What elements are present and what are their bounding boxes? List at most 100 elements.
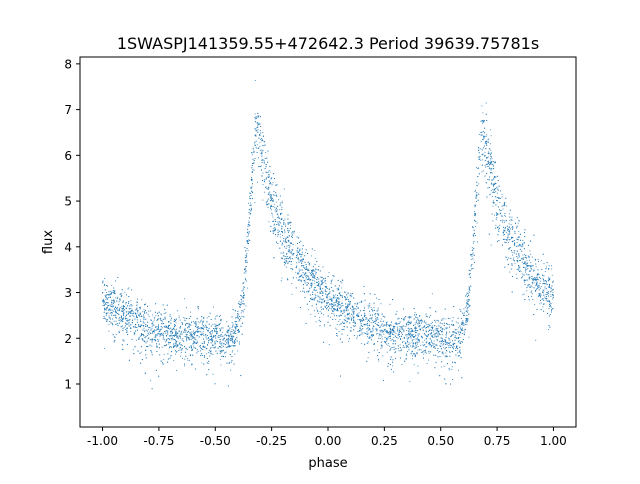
data-point bbox=[414, 324, 416, 326]
data-point bbox=[257, 131, 259, 133]
data-point bbox=[184, 298, 186, 300]
data-point bbox=[379, 331, 381, 333]
data-point bbox=[407, 330, 410, 332]
data-point bbox=[353, 313, 355, 315]
data-point bbox=[281, 243, 284, 245]
data-point bbox=[205, 325, 207, 327]
data-point bbox=[449, 347, 452, 349]
data-point bbox=[247, 235, 249, 237]
data-point bbox=[109, 318, 112, 320]
data-point bbox=[442, 328, 444, 330]
data-point bbox=[199, 350, 202, 352]
data-point bbox=[261, 144, 263, 146]
data-point bbox=[131, 310, 133, 312]
data-point bbox=[211, 346, 213, 348]
data-point bbox=[394, 331, 396, 333]
data-point bbox=[313, 280, 315, 282]
data-point bbox=[524, 283, 526, 286]
data-point bbox=[181, 331, 183, 333]
data-point bbox=[313, 270, 315, 272]
data-point bbox=[474, 225, 476, 228]
data-point bbox=[145, 342, 147, 344]
data-point bbox=[278, 199, 280, 201]
data-point bbox=[106, 294, 108, 296]
data-point bbox=[482, 139, 484, 141]
data-point bbox=[214, 341, 216, 343]
data-point bbox=[448, 346, 450, 348]
data-point bbox=[142, 311, 144, 313]
data-point bbox=[306, 282, 308, 284]
data-point bbox=[227, 339, 229, 341]
data-point bbox=[133, 315, 135, 317]
data-point bbox=[333, 294, 335, 296]
data-point bbox=[400, 350, 402, 352]
data-point bbox=[453, 361, 456, 363]
data-point bbox=[122, 309, 125, 311]
data-point bbox=[433, 340, 435, 342]
data-point bbox=[188, 325, 190, 327]
data-point bbox=[539, 303, 541, 305]
data-point bbox=[319, 316, 321, 318]
data-point bbox=[221, 331, 223, 334]
data-point bbox=[367, 333, 369, 335]
data-point bbox=[487, 156, 489, 158]
data-point bbox=[374, 293, 376, 295]
data-point bbox=[118, 318, 120, 320]
data-point bbox=[417, 322, 420, 324]
data-point bbox=[268, 221, 270, 223]
data-point bbox=[278, 217, 280, 219]
data-point bbox=[377, 340, 379, 342]
data-point bbox=[540, 302, 542, 304]
data-point bbox=[325, 286, 327, 288]
data-point bbox=[479, 158, 481, 160]
data-point bbox=[117, 309, 119, 311]
data-point bbox=[153, 317, 156, 319]
data-point bbox=[262, 199, 264, 201]
data-point bbox=[173, 359, 175, 362]
data-point bbox=[129, 305, 131, 307]
data-point bbox=[516, 259, 518, 261]
data-point bbox=[155, 315, 157, 317]
data-point bbox=[492, 183, 494, 185]
data-point bbox=[301, 269, 303, 271]
data-point bbox=[231, 331, 233, 333]
data-point bbox=[111, 301, 113, 303]
data-point bbox=[457, 352, 459, 354]
data-point bbox=[549, 291, 552, 293]
data-point bbox=[102, 304, 104, 307]
data-point bbox=[192, 330, 195, 332]
data-point bbox=[157, 327, 160, 329]
data-point bbox=[139, 313, 141, 315]
data-point bbox=[181, 322, 183, 324]
data-point bbox=[181, 323, 184, 325]
data-point bbox=[177, 310, 179, 312]
data-point bbox=[271, 214, 273, 216]
data-point bbox=[220, 364, 222, 366]
data-point bbox=[489, 143, 491, 145]
data-point bbox=[314, 297, 316, 299]
data-point bbox=[169, 332, 171, 334]
data-point bbox=[162, 363, 164, 365]
data-point bbox=[473, 235, 475, 237]
scatter-points bbox=[102, 79, 554, 390]
data-point bbox=[445, 356, 447, 358]
data-point bbox=[530, 253, 532, 255]
data-point bbox=[219, 327, 221, 329]
data-point bbox=[179, 333, 181, 335]
data-point bbox=[206, 328, 208, 330]
data-point bbox=[379, 329, 381, 331]
data-point bbox=[106, 306, 109, 309]
data-point bbox=[511, 216, 513, 218]
data-point bbox=[345, 297, 347, 300]
data-point bbox=[438, 332, 440, 334]
data-point bbox=[539, 299, 541, 302]
data-point bbox=[336, 289, 338, 291]
data-point bbox=[194, 322, 196, 324]
data-point bbox=[542, 253, 544, 255]
data-point bbox=[248, 196, 251, 198]
data-point bbox=[103, 317, 105, 320]
data-point bbox=[233, 332, 235, 334]
data-point bbox=[336, 328, 338, 331]
data-point bbox=[201, 362, 203, 364]
data-point bbox=[502, 231, 504, 233]
